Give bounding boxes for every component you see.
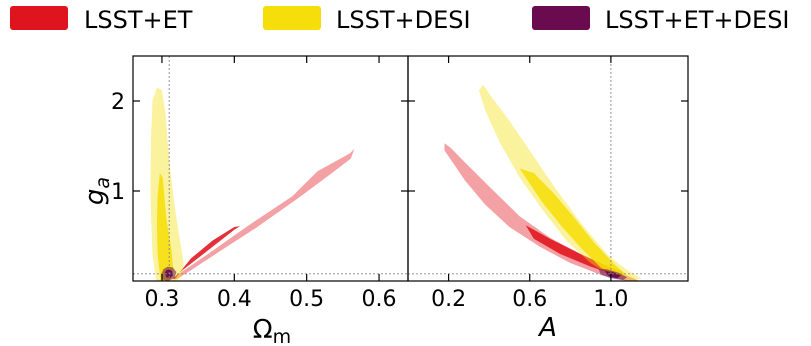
x-axis-label-omega-m: Ωm	[253, 315, 291, 346]
contour-lsst-desi-inner-amp	[519, 168, 628, 277]
contour-lsst-desi-outer-amp	[479, 84, 642, 281]
x-tick-label-omega: 0.3	[144, 287, 179, 312]
legend-swatch-lsst-et-desi	[532, 6, 590, 30]
panel-amplitude: 0.2 0.6 1.0	[407, 55, 689, 312]
legend-swatch-lsst-desi	[263, 6, 321, 30]
contour-lsst-et-outer-omega	[172, 148, 355, 280]
legend-label-lsst-et: LSST+ET	[84, 6, 193, 34]
legend-swatch-lsst-et	[10, 6, 68, 30]
x-tick-label-omega: 0.4	[217, 287, 252, 312]
x-tick-label-amp: 1.0	[593, 287, 628, 312]
contour-lsst-et-desi-inner-amp	[604, 271, 621, 279]
axes-frame-amp	[407, 55, 689, 282]
plot-area-amp	[408, 56, 688, 281]
x-tick-label-omega: 0.5	[289, 287, 324, 312]
plot-area-omega	[133, 56, 408, 281]
legend: LSST+ET LSST+DESI LSST+ET+DESI	[10, 6, 790, 34]
legend-label-lsst-et-desi: LSST+ET+DESI	[605, 6, 790, 34]
x-axis-label-amplitude: A	[537, 313, 557, 343]
y-tick-label: 2	[111, 90, 125, 115]
x-tick-label-amp: 0.2	[431, 287, 466, 312]
panel-omega-m: 0.3 0.4 0.5 0.6 1 2	[111, 55, 409, 312]
x-tick-label-amp: 0.6	[512, 287, 547, 312]
legend-label-lsst-desi: LSST+DESI	[336, 6, 471, 34]
y-tick-label: 1	[111, 180, 125, 205]
y-axis-label: ga	[80, 177, 114, 205]
x-tick-label-omega: 0.6	[362, 287, 397, 312]
